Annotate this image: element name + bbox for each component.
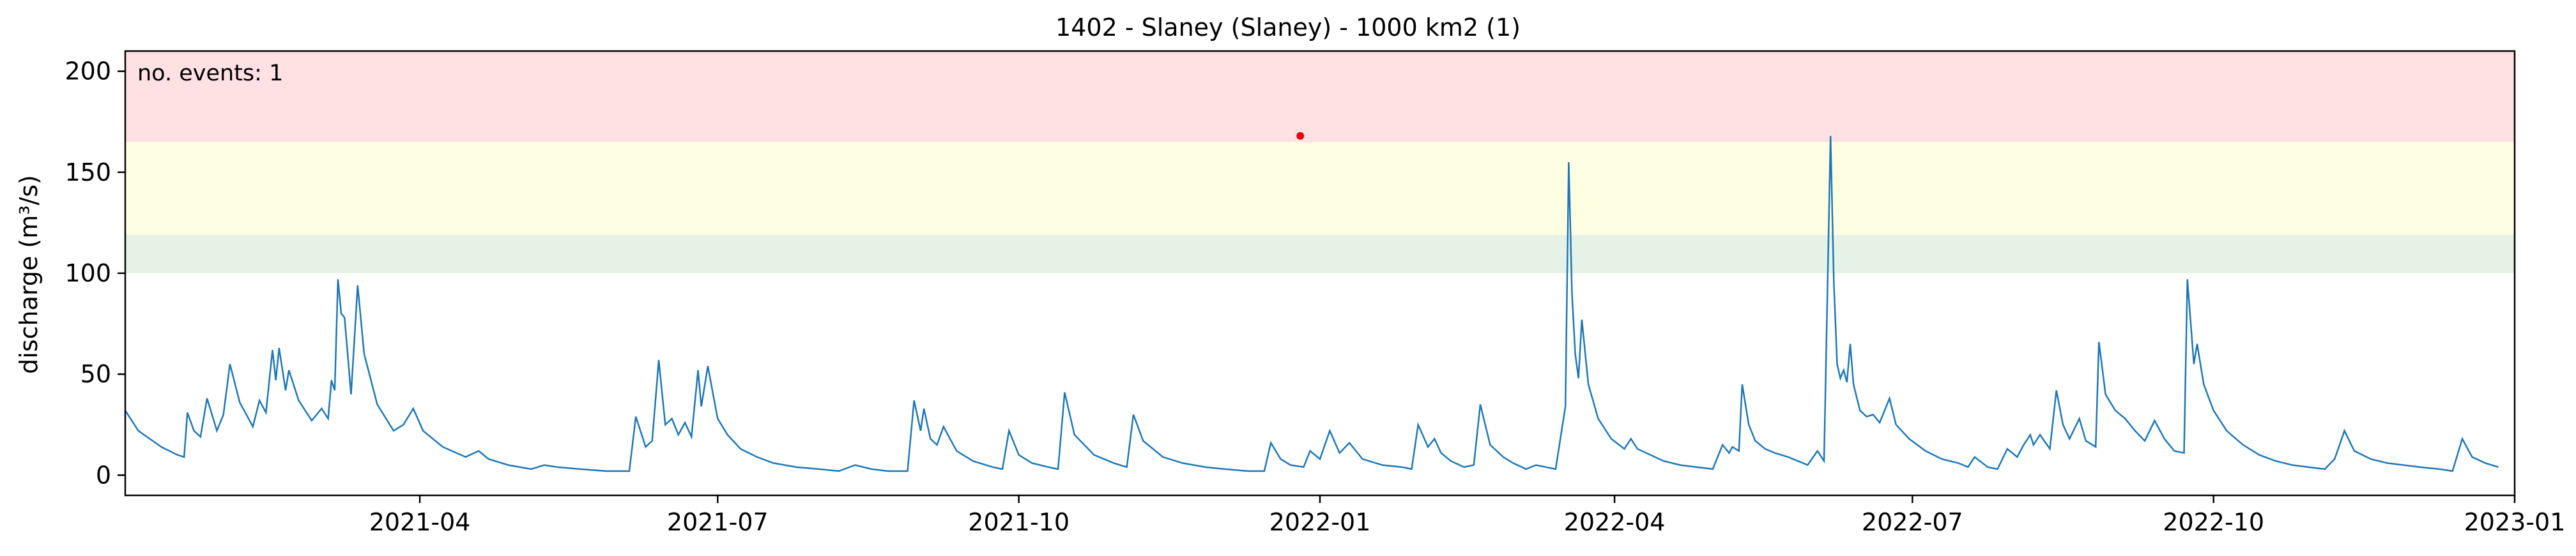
chart-title: 1402 - Slaney (Slaney) - 1000 km2 (1) bbox=[1055, 13, 1521, 41]
x-axis: 2021-04 2021-07 2021-10 2022-01 2022-04 2022-… bbox=[369, 495, 2566, 536]
discharge-series-line bbox=[124, 135, 2499, 472]
event-markers bbox=[1296, 131, 1305, 140]
y-tick-label: 200 bbox=[65, 57, 111, 86]
x-tick-label: 2022-07 bbox=[1862, 508, 1963, 536]
y-tick-label: 0 bbox=[96, 461, 111, 489]
y-axis: 0 50 100 150 200 bbox=[65, 57, 125, 489]
threshold-band-yellow bbox=[125, 142, 2515, 235]
x-tick-label: 2022-10 bbox=[2163, 508, 2264, 536]
x-tick-label: 2021-07 bbox=[667, 508, 769, 536]
y-tick-label: 100 bbox=[65, 259, 111, 287]
y-tick-label: 50 bbox=[80, 360, 111, 388]
threshold-bands bbox=[125, 51, 2515, 273]
threshold-band-red bbox=[125, 51, 2515, 142]
threshold-band-green bbox=[125, 234, 2515, 273]
events-count-annotation: no. events: 1 bbox=[137, 61, 283, 86]
x-tick-label: 2021-10 bbox=[968, 508, 1070, 536]
y-tick-label: 150 bbox=[65, 158, 111, 186]
x-tick-label: 2021-04 bbox=[369, 508, 471, 536]
x-tick-label: 2023-01 bbox=[2464, 508, 2566, 536]
x-tick-label: 2022-01 bbox=[1269, 508, 1371, 536]
x-tick-label: 2022-04 bbox=[1564, 508, 1666, 536]
y-axis-label: discharge (m³/s) bbox=[15, 175, 43, 374]
event-marker bbox=[1296, 131, 1305, 140]
